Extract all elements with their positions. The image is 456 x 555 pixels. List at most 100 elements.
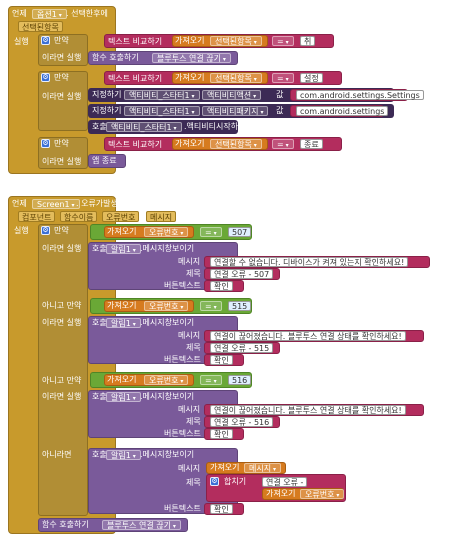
activity-starter-dropdown[interactable]: 액티비티_스타터1	[106, 122, 182, 132]
eq-dropdown[interactable]: =	[200, 301, 222, 311]
title-label: 제목	[186, 417, 201, 426]
notifier-dropdown[interactable]: 알림1	[106, 318, 141, 328]
title-label: 제목	[186, 343, 201, 352]
param-component[interactable]: 컴포넌트	[18, 211, 56, 222]
eq-dropdown[interactable]: =	[200, 227, 222, 237]
call-label: 호출	[92, 122, 107, 131]
text-value[interactable]: 취	[300, 36, 316, 46]
button-text-label: 버튼텍스트	[164, 429, 201, 438]
param-selected-item[interactable]: 선택된항목	[18, 21, 63, 32]
title-value[interactable]: 연결 오류 - 507	[210, 269, 274, 279]
to-label: 값	[276, 90, 284, 99]
component-dropdown[interactable]: Screen1	[32, 199, 80, 209]
notifier-dropdown[interactable]: 알림1	[106, 392, 141, 402]
msg-var-dropdown[interactable]: 메시지	[244, 463, 282, 473]
show-alert-label: .메시지창보이기	[140, 244, 195, 253]
get-label: 가져오기	[107, 375, 137, 384]
ok-value[interactable]: 확인	[210, 504, 233, 514]
call-label: 호출	[92, 318, 107, 327]
then-label: 이라면 실행	[42, 53, 82, 62]
call-label: 호출	[92, 244, 107, 253]
message-value[interactable]: 연결이 끊어졌습니다. 블루투스 연결 상태를 확인하세요!	[210, 405, 406, 415]
message-label: 메시지	[178, 464, 201, 473]
gear-icon[interactable]: ⚙	[41, 139, 50, 148]
set-label: 지정하기	[92, 106, 122, 115]
prop-action-dropdown[interactable]: 액티비티액션	[202, 90, 262, 100]
err-var-dropdown[interactable]: 오류번호	[144, 375, 189, 385]
call-label: 호출	[92, 450, 107, 459]
proc-dropdown[interactable]: 블루투스 연결 끊기	[152, 53, 231, 63]
if-label: 만약	[54, 73, 69, 82]
get-label: 가져오기	[210, 463, 240, 472]
compare-label: 텍스트 비교하기	[108, 140, 163, 149]
prop-package-dropdown[interactable]: 액티비티패키지	[202, 106, 269, 116]
eq-dropdown[interactable]: =	[200, 375, 222, 385]
message-label: 메시지	[178, 257, 201, 266]
activity-starter-dropdown[interactable]: 액티비티_스타터1	[124, 90, 200, 100]
event-name: . 선택한후에	[66, 9, 108, 18]
join-text-value[interactable]: 연결 오류 -	[262, 477, 308, 487]
if-label: 만약	[54, 139, 69, 148]
to-label: 값	[276, 106, 284, 115]
else-if-label: 아니고 만약	[42, 376, 82, 385]
if-elseif-block[interactable]	[38, 224, 88, 516]
gear-icon[interactable]: ⚙	[41, 36, 50, 45]
text-value[interactable]: 설정	[300, 73, 323, 83]
param-message[interactable]: 메시지	[146, 211, 177, 222]
if-label: 만약	[54, 36, 69, 45]
title-value[interactable]: 연결 오류 - 516	[210, 417, 274, 427]
get-label: 가져오기	[175, 73, 205, 82]
eq-dropdown[interactable]: =	[272, 73, 294, 83]
get-label: 가져오기	[107, 301, 137, 310]
action-value[interactable]: com.android.settings.Settings	[296, 90, 424, 100]
else-if-label: 아니고 만약	[42, 301, 82, 310]
activity-starter-dropdown[interactable]: 액티비티_스타터1	[124, 106, 200, 116]
set-label: 지정하기	[92, 90, 122, 99]
start-method-label: .액티비티시작하기	[184, 122, 246, 131]
get-var-dropdown[interactable]: 선택된항목	[210, 139, 262, 149]
err-var-dropdown[interactable]: 오류번호	[144, 301, 189, 311]
gear-icon[interactable]: ⚙	[210, 477, 219, 486]
eq-dropdown[interactable]: =	[272, 36, 294, 46]
ok-value[interactable]: 확인	[210, 429, 233, 439]
call-proc-label: 함수 호출하기	[92, 53, 139, 62]
code-value[interactable]: 507	[228, 227, 252, 237]
proc-dropdown[interactable]: 블루투스 연결 끊기	[102, 520, 181, 530]
gear-icon[interactable]: ⚙	[41, 226, 50, 235]
get-label: 가져오기	[266, 489, 296, 498]
show-alert-label: .메시지창보이기	[140, 318, 195, 327]
text-value[interactable]: 종료	[300, 139, 323, 149]
then-label: 이라면 실행	[42, 157, 82, 166]
do-label: 실행	[14, 226, 29, 235]
component-dropdown[interactable]: 옵션1	[32, 9, 67, 19]
message-label: 메시지	[178, 331, 201, 340]
err-var-dropdown[interactable]: 오류번호	[144, 227, 189, 237]
code-value[interactable]: 515	[228, 301, 252, 311]
event-name: . 오류가발생했을때	[76, 199, 140, 208]
message-value[interactable]: 연결할 수 없습니다. 디바이스가 켜져 있는지 확인하세요!	[210, 257, 409, 267]
param-function-name[interactable]: 함수이름	[60, 211, 98, 222]
get-label: 가져오기	[175, 139, 205, 148]
ok-value[interactable]: 확인	[210, 281, 233, 291]
notifier-dropdown[interactable]: 알림1	[106, 244, 141, 254]
call-label: 호출	[92, 392, 107, 401]
get-label: 가져오기	[175, 36, 205, 45]
ok-value[interactable]: 확인	[210, 355, 233, 365]
else-label: 아니라면	[42, 450, 72, 459]
then-label: 이라면 실행	[42, 244, 82, 253]
param-error-number[interactable]: 오류번호	[102, 211, 140, 222]
eq-dropdown[interactable]: =	[272, 139, 294, 149]
title-value[interactable]: 연결 오류 - 515	[210, 343, 274, 353]
get-var-dropdown[interactable]: 선택된항목	[210, 73, 262, 83]
call-proc-label: 함수 호출하기	[42, 520, 89, 529]
button-text-label: 버튼텍스트	[164, 281, 201, 290]
close-app-block[interactable]	[88, 154, 126, 168]
message-value[interactable]: 연결이 끊어졌습니다. 블루투스 연결 상태를 확인하세요!	[210, 331, 406, 341]
get-var-dropdown[interactable]: 선택된항목	[210, 36, 262, 46]
package-value[interactable]: com.android.settings	[296, 106, 389, 116]
notifier-dropdown[interactable]: 알림1	[106, 450, 141, 460]
code-value[interactable]: 516	[228, 375, 252, 385]
gear-icon[interactable]: ⚙	[41, 73, 50, 82]
err-var-dropdown[interactable]: 오류번호	[300, 489, 345, 499]
join-label: 합치기	[224, 477, 247, 486]
